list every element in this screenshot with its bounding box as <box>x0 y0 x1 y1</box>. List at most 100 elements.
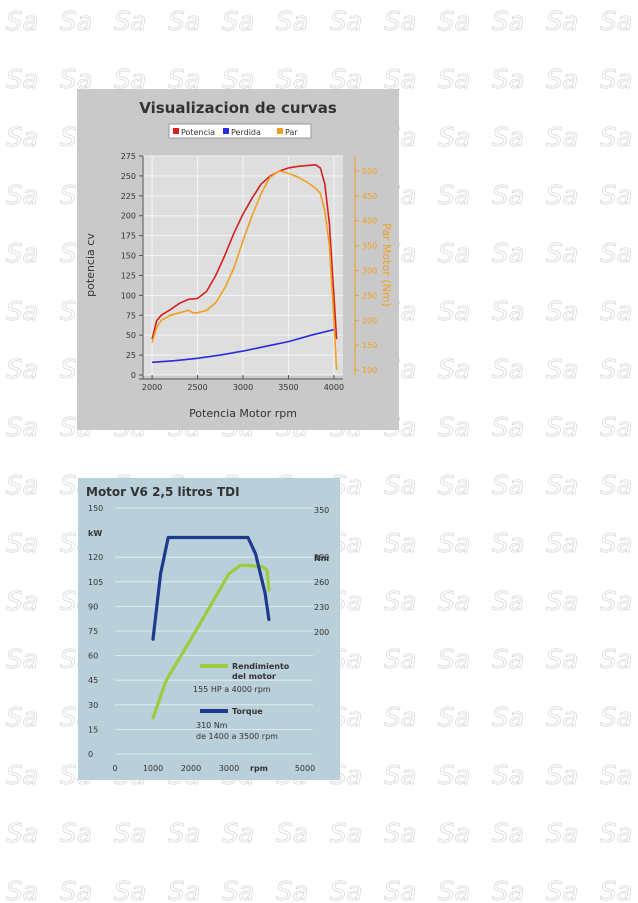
watermark-glyph: Sa <box>438 819 470 849</box>
watermark-glyph: Sa <box>6 471 38 501</box>
watermark-glyph: Sa <box>546 355 578 385</box>
legend-swatch <box>173 128 179 134</box>
watermark-glyph: Sa <box>168 877 200 903</box>
watermark-glyph: Sa <box>330 877 362 903</box>
y-tick-label: 25 <box>126 351 136 360</box>
watermark-glyph: Sa <box>222 7 254 37</box>
watermark-glyph: Sa <box>438 297 470 327</box>
watermark-glyph: Sa <box>492 645 524 675</box>
watermark-glyph: Sa <box>384 877 416 903</box>
watermark-glyph: Sa <box>6 413 38 443</box>
y-tick-label: 0 <box>131 371 136 380</box>
watermark-glyph: Sa <box>600 471 632 501</box>
watermark-glyph: Sa <box>492 819 524 849</box>
annotation-title: Rendimiento <box>232 662 290 671</box>
watermark-glyph: Sa <box>6 355 38 385</box>
y2-axis-label: Par Motor (Nm) <box>380 223 393 307</box>
watermark-glyph: Sa <box>6 297 38 327</box>
y-tick-label: 125 <box>121 271 136 280</box>
y-tick-label: 225 <box>121 192 136 201</box>
series-group <box>151 535 271 720</box>
x-tick-label: 3500 <box>278 383 298 392</box>
watermark-glyph: Sa <box>6 123 38 153</box>
y-tick-label: 30 <box>88 701 98 710</box>
series-line-perdida <box>152 328 335 364</box>
y2-axis-label: Nm <box>314 554 329 563</box>
watermark-glyph: Sa <box>276 877 308 903</box>
watermark-glyph: Sa <box>384 645 416 675</box>
y-tick-label: 150 <box>121 252 136 261</box>
watermark-glyph: Sa <box>492 761 524 791</box>
watermark-glyph: Sa <box>492 413 524 443</box>
watermark-glyph: Sa <box>276 7 308 37</box>
watermark-glyph: Sa <box>438 645 470 675</box>
y2-tick-label: 150 <box>362 341 377 350</box>
chart-legend: Potencia Perdida Par <box>168 123 312 139</box>
watermark-glyph: Sa <box>546 413 578 443</box>
chart-title: Motor V6 2,5 litros TDI <box>86 485 240 499</box>
y-tick-label: 45 <box>88 676 98 685</box>
x-tick-label: 4000 <box>324 383 344 392</box>
watermark-glyph: Sa <box>438 529 470 559</box>
annotation-detail: 155 HP a 4000 rpm <box>193 685 271 694</box>
y-tick-label: 150 <box>88 504 103 513</box>
watermark-glyph: Sa <box>600 239 632 269</box>
watermark-glyph: Sa <box>492 297 524 327</box>
watermark-glyph: Sa <box>546 181 578 211</box>
watermark-glyph: Sa <box>438 877 470 903</box>
legend-label: Par <box>285 128 298 137</box>
annotation-detail: de 1400 a 3500 rpm <box>196 732 278 741</box>
series-group <box>151 163 338 371</box>
series-line-torque <box>151 535 271 641</box>
watermark-glyph: Sa <box>546 877 578 903</box>
y2-tick-label: 350 <box>314 506 329 515</box>
watermark-glyph: Sa <box>492 529 524 559</box>
watermark-glyph: Sa <box>492 123 524 153</box>
watermark-glyph: Sa <box>546 7 578 37</box>
watermark-glyph: Sa <box>600 65 632 95</box>
watermark-glyph: Sa <box>60 877 92 903</box>
x-tick-label: 0 <box>112 764 117 773</box>
watermark-glyph: Sa <box>546 123 578 153</box>
y-tick-label: 105 <box>88 578 103 587</box>
x-tick-label: 1000 <box>143 764 163 773</box>
watermark-glyph: Sa <box>222 877 254 903</box>
legend-swatch <box>277 128 283 134</box>
y2-tick-label: 300 <box>362 266 377 275</box>
watermark-glyph: Sa <box>6 7 38 37</box>
y-axis-label: potencia cv <box>84 233 97 297</box>
y2-tick-label: 100 <box>362 366 377 375</box>
watermark-glyph: Sa <box>276 819 308 849</box>
watermark-glyph: Sa <box>546 645 578 675</box>
watermark-glyph: Sa <box>6 761 38 791</box>
watermark-glyph: Sa <box>600 645 632 675</box>
chart-panel-motor: Motor V6 2,5 litros TDI 0 15 30 45 60 75 90 105… <box>78 478 340 780</box>
watermark-glyph: Sa <box>6 703 38 733</box>
watermark-glyph: Sa <box>492 587 524 617</box>
watermark-glyph: Sa <box>60 819 92 849</box>
x-tick-label: 3000 <box>233 383 253 392</box>
watermark-glyph: Sa <box>6 877 38 903</box>
watermark-glyph: Sa <box>438 65 470 95</box>
watermark-glyph: Sa <box>114 7 146 37</box>
y2-tick-label: 500 <box>362 167 377 176</box>
x-tick-label: 2000 <box>142 383 162 392</box>
legend-swatch <box>223 128 229 134</box>
watermark-glyph: Sa <box>600 413 632 443</box>
y-tick-label: 200 <box>121 212 136 221</box>
watermark-glyph: Sa <box>438 7 470 37</box>
watermark-glyph: Sa <box>492 7 524 37</box>
watermark-glyph: Sa <box>600 297 632 327</box>
x-tick-label: 5000 <box>295 764 315 773</box>
watermark-glyph: Sa <box>6 529 38 559</box>
y-tick-label: 0 <box>88 750 93 759</box>
chart-panel-curvas: Visualizacion de curvas Potencia Perdida P… <box>77 89 399 430</box>
watermark-glyph: Sa <box>546 471 578 501</box>
y-tick-label: 15 <box>88 725 98 734</box>
y-tick-label: 75 <box>88 627 98 636</box>
grid <box>115 507 313 755</box>
watermark-glyph: Sa <box>492 65 524 95</box>
y-tick-label: 175 <box>121 232 136 241</box>
chart-title: Visualizacion de curvas <box>139 99 337 117</box>
